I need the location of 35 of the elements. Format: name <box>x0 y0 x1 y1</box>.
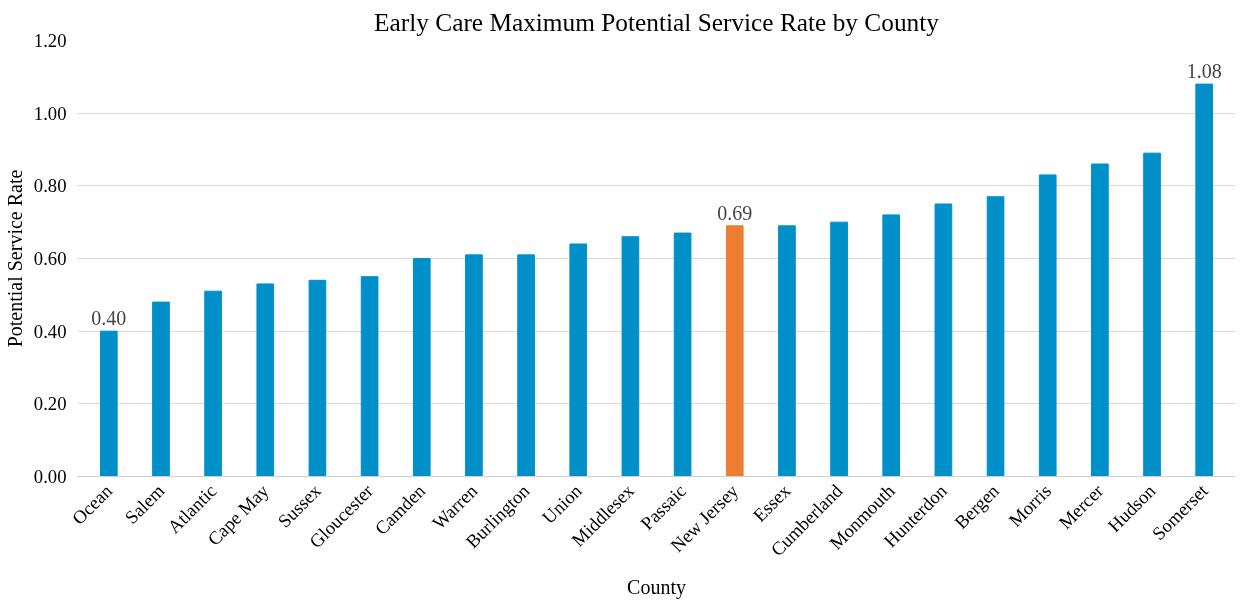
y-tick-label: 0.60 <box>33 248 67 269</box>
bar <box>99 330 118 477</box>
bar <box>621 236 640 477</box>
data-label: 0.69 <box>717 201 753 224</box>
y-tick-label: 0.00 <box>33 466 67 487</box>
bar <box>986 196 1005 477</box>
y-axis-title: Potential Service Rate <box>3 169 26 348</box>
x-axis-title: County <box>627 575 686 599</box>
data-label: 0.40 <box>91 307 127 330</box>
bar <box>1143 152 1161 477</box>
y-tick-label: 0.80 <box>33 175 67 197</box>
bar <box>830 221 848 477</box>
bar <box>517 254 535 477</box>
bar <box>569 243 588 477</box>
y-tick-label: 1.00 <box>33 102 67 124</box>
bar <box>778 225 796 477</box>
bar <box>465 254 483 477</box>
bar <box>1091 163 1109 477</box>
bar <box>1038 174 1057 477</box>
bar <box>360 276 379 477</box>
y-tick-label: 1.20 <box>33 30 67 51</box>
bar <box>256 283 275 477</box>
bar <box>882 214 901 477</box>
bar <box>308 279 327 477</box>
bar <box>152 301 170 477</box>
bar <box>673 232 692 477</box>
chart-title: Early Care Maximum Potential Service Rate by County <box>374 7 940 36</box>
bar <box>412 258 431 477</box>
y-tick-label: 0.20 <box>33 393 67 415</box>
bar <box>934 203 953 477</box>
bar <box>204 290 222 477</box>
bar <box>1195 83 1214 477</box>
bar <box>725 225 744 477</box>
data-label: 1.08 <box>1186 60 1222 83</box>
y-tick-label: 0.40 <box>33 320 67 342</box>
